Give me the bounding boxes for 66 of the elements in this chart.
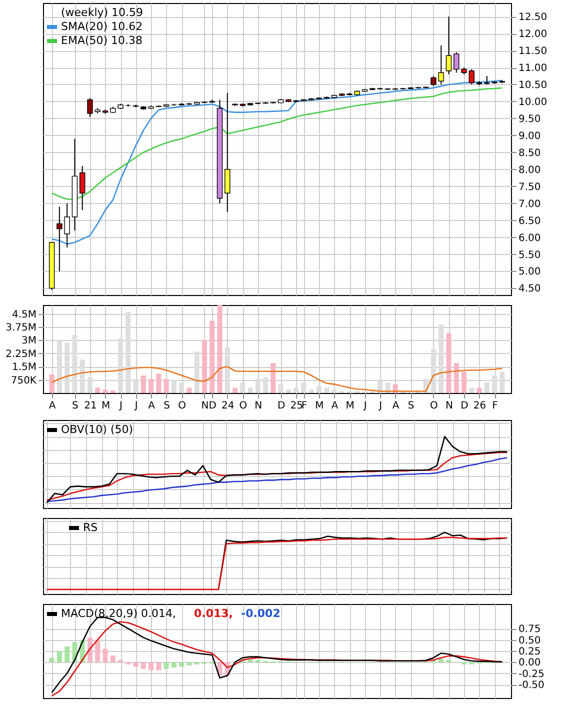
y-tick-label: 7.00 bbox=[518, 198, 541, 210]
x-tick-label: N bbox=[201, 400, 209, 412]
y-tick-label: 0.50 bbox=[518, 635, 541, 646]
y-tick-label: 0.25 bbox=[518, 646, 541, 658]
x-tick-label: O bbox=[178, 400, 186, 412]
legend-label: MACD(8,20,9) 0.014, bbox=[61, 607, 176, 620]
y-tick-label: 11.00 bbox=[518, 63, 548, 74]
y-tick-label: 0.75 bbox=[518, 624, 541, 636]
y-tick-label: 0.00 bbox=[518, 658, 541, 669]
legend-label: RS bbox=[83, 521, 98, 534]
x-tick-label: A bbox=[331, 400, 338, 412]
y-tick-label: 12.50 bbox=[518, 12, 548, 24]
x-tick-label: O bbox=[239, 400, 248, 412]
x-tick-label: A bbox=[148, 400, 156, 412]
y-tick-label: 2.25M bbox=[6, 348, 36, 360]
x-tick-label: D bbox=[208, 400, 217, 412]
x-tick-label: 26 bbox=[473, 400, 486, 412]
y-tick-label: 3M bbox=[22, 336, 36, 347]
y-tick-label: 7.50 bbox=[518, 182, 541, 193]
x-tick-label: M bbox=[346, 400, 354, 412]
x-tick-label: J bbox=[378, 400, 382, 412]
x-tick-label: S bbox=[164, 400, 170, 412]
y-tick-label: 750K bbox=[10, 375, 37, 386]
x-tick-label: J bbox=[362, 400, 367, 412]
y-tick-label: 10.00 bbox=[518, 96, 548, 108]
y-tick-label: 3.75M bbox=[6, 322, 36, 334]
legend-label: OBV(10) (50) bbox=[61, 423, 134, 436]
x-tick-label: O bbox=[430, 400, 438, 412]
y-tick-label: 12.00 bbox=[518, 29, 548, 40]
text: 0.013, bbox=[194, 607, 233, 620]
y-tick-label: 8.50 bbox=[518, 148, 541, 159]
y-tick-label: 4.5M bbox=[12, 309, 36, 320]
y-tick-label: 4.50 bbox=[518, 284, 541, 295]
x-tick-label: N bbox=[254, 400, 262, 412]
y-tick-label: 5.50 bbox=[518, 250, 541, 261]
x-tick-label: A bbox=[48, 400, 56, 412]
legend-label: EMA(50) 10.38 bbox=[61, 34, 143, 47]
x-tick-label: F bbox=[301, 400, 308, 412]
y-tick-label: 6.00 bbox=[518, 232, 541, 244]
y-tick-label: 8.00 bbox=[518, 164, 541, 176]
x-tick-label: J bbox=[118, 400, 122, 412]
x-tick-label: 24 bbox=[222, 400, 234, 412]
x-tick-label: J bbox=[134, 400, 138, 412]
x-tick-label: 25 bbox=[290, 400, 303, 412]
x-tick-label: A bbox=[392, 400, 400, 412]
x-tick-label: D bbox=[277, 400, 286, 412]
y-tick-label: 11.50 bbox=[518, 46, 548, 58]
y-tick-label: 6.50 bbox=[518, 216, 541, 227]
x-tick-label: M bbox=[101, 400, 110, 412]
y-tick-label: -0.25 bbox=[518, 668, 544, 680]
legend-label: SMA(20) 10.62 bbox=[61, 20, 143, 33]
y-tick-label: 1.5M bbox=[12, 362, 36, 374]
y-tick-label: 9.00 bbox=[518, 130, 541, 142]
x-tick-label: N bbox=[446, 400, 453, 412]
annotation: -0.002 bbox=[241, 607, 280, 620]
x-tick-label: 21 bbox=[84, 400, 97, 412]
x-tick-label: F bbox=[492, 400, 498, 412]
chart-title: (weekly) 10.59 bbox=[61, 6, 144, 19]
y-tick-label: -0.50 bbox=[518, 680, 544, 692]
x-tick-label: S bbox=[408, 400, 414, 412]
y-tick-label: 9.50 bbox=[518, 114, 541, 125]
x-tick-label: M bbox=[315, 400, 324, 412]
y-tick-label: 5.00 bbox=[518, 266, 541, 278]
x-tick-label: D bbox=[460, 400, 469, 412]
y-tick-label: 10.50 bbox=[518, 80, 548, 91]
x-tick-label: S bbox=[72, 400, 78, 412]
